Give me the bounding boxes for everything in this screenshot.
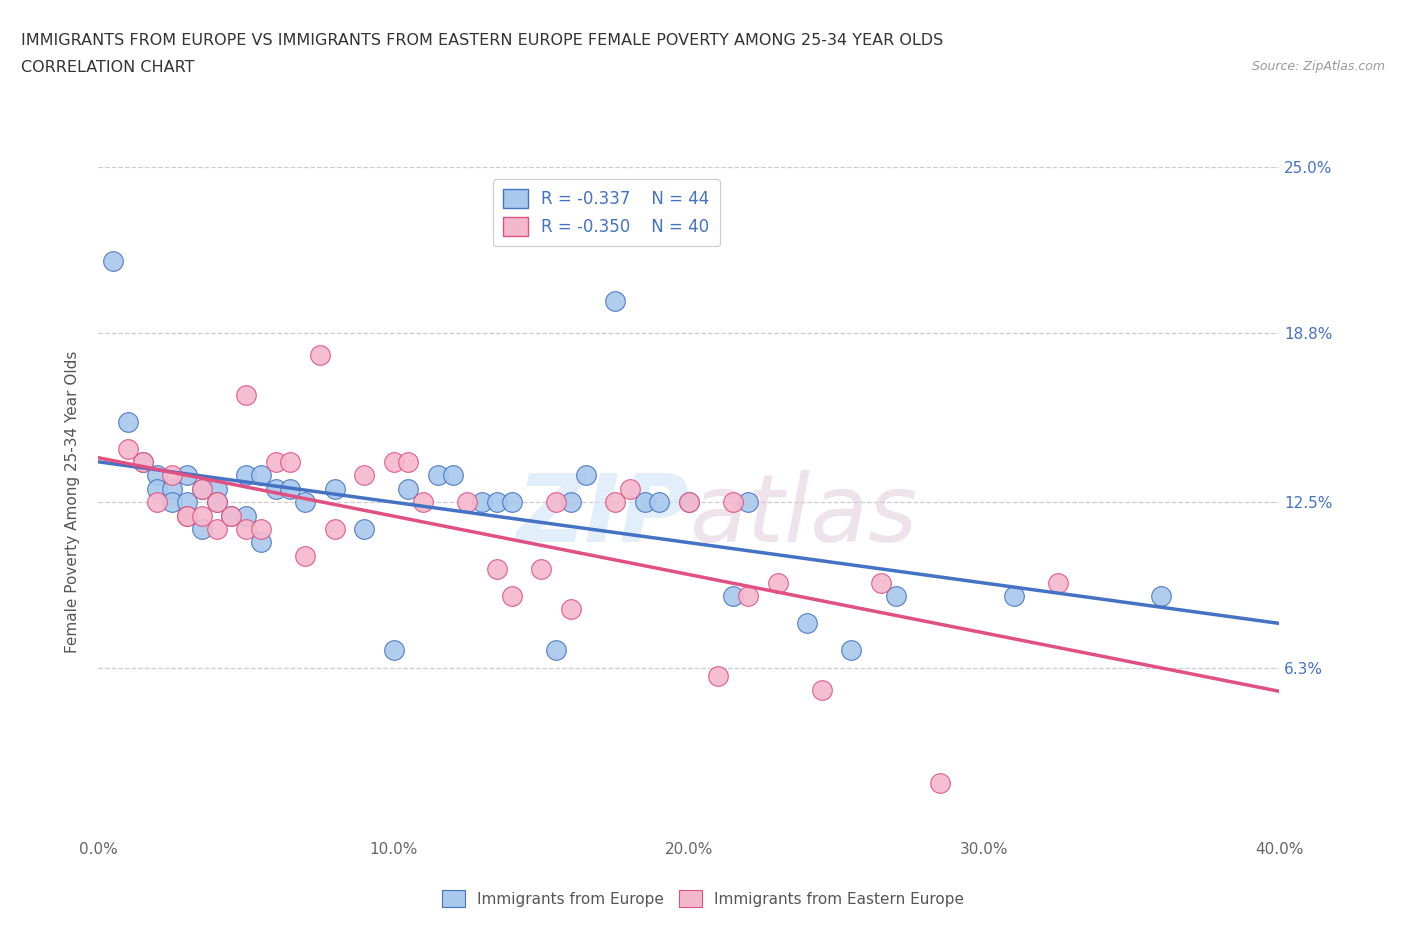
Point [250,535,273,550]
Point [1046,575,1069,590]
Point [176,508,198,523]
Point [530,562,553,577]
Point [146,482,169,497]
Point [501,589,523,604]
Point [546,642,568,657]
Point [235,388,257,403]
Point [294,549,316,564]
Point [176,508,198,523]
Point [560,495,582,510]
Point [810,683,832,698]
Point [278,482,302,497]
Point [501,495,523,510]
Point [191,522,214,537]
Point [162,468,183,483]
Point [205,495,228,510]
Point [737,495,759,510]
Point [486,562,509,577]
Point [235,522,257,537]
Point [560,602,582,617]
Point [219,508,242,523]
Text: atlas: atlas [689,470,917,561]
Point [471,495,494,510]
Legend: R = -0.337    N = 44, R = -0.350    N = 40: R = -0.337 N = 44, R = -0.350 N = 40 [494,179,720,246]
Point [841,642,863,657]
Text: CORRELATION CHART: CORRELATION CHART [21,60,194,75]
Point [146,495,169,510]
Point [678,495,700,510]
Point [264,455,287,470]
Point [146,468,169,483]
Point [884,589,907,604]
Point [205,522,228,537]
Point [574,468,596,483]
Point [1002,589,1025,604]
Point [1150,589,1173,604]
Point [546,495,568,510]
Point [191,482,214,497]
Point [205,495,228,510]
Point [648,495,671,510]
Point [162,482,183,497]
Point [353,522,375,537]
Point [678,495,700,510]
Point [605,294,627,309]
Point [723,495,745,510]
Point [928,776,950,790]
Point [235,508,257,523]
Text: IMMIGRANTS FROM EUROPE VS IMMIGRANTS FROM EASTERN EUROPE FEMALE POVERTY AMONG 25: IMMIGRANTS FROM EUROPE VS IMMIGRANTS FRO… [21,33,943,47]
Point [441,468,464,483]
Point [117,441,139,456]
Point [132,455,155,470]
Point [219,508,242,523]
Point [323,522,346,537]
Point [191,508,214,523]
Point [456,495,478,510]
Y-axis label: Female Poverty Among 25-34 Year Olds: Female Poverty Among 25-34 Year Olds [65,351,80,654]
Point [382,642,405,657]
Point [605,495,627,510]
Point [619,482,641,497]
Point [796,616,818,631]
Legend: Immigrants from Europe, Immigrants from Eastern Europe: Immigrants from Europe, Immigrants from … [436,884,970,913]
Point [235,468,257,483]
Point [294,495,316,510]
Point [176,468,198,483]
Text: Source: ZipAtlas.com: Source: ZipAtlas.com [1251,60,1385,73]
Point [723,589,745,604]
Point [117,415,139,430]
Point [250,468,273,483]
Point [132,455,155,470]
Point [707,669,730,684]
Point [427,468,450,483]
Text: ZIP: ZIP [516,470,689,562]
Point [309,348,332,363]
Point [737,589,759,604]
Point [353,468,375,483]
Point [382,455,405,470]
Point [323,482,346,497]
Point [412,495,434,510]
Point [205,482,228,497]
Point [633,495,655,510]
Point [396,482,419,497]
Point [176,495,198,510]
Point [162,495,183,510]
Point [191,482,214,497]
Point [396,455,419,470]
Point [766,575,789,590]
Point [278,455,302,470]
Point [250,522,273,537]
Point [103,254,125,269]
Point [264,482,287,497]
Point [869,575,891,590]
Point [486,495,509,510]
